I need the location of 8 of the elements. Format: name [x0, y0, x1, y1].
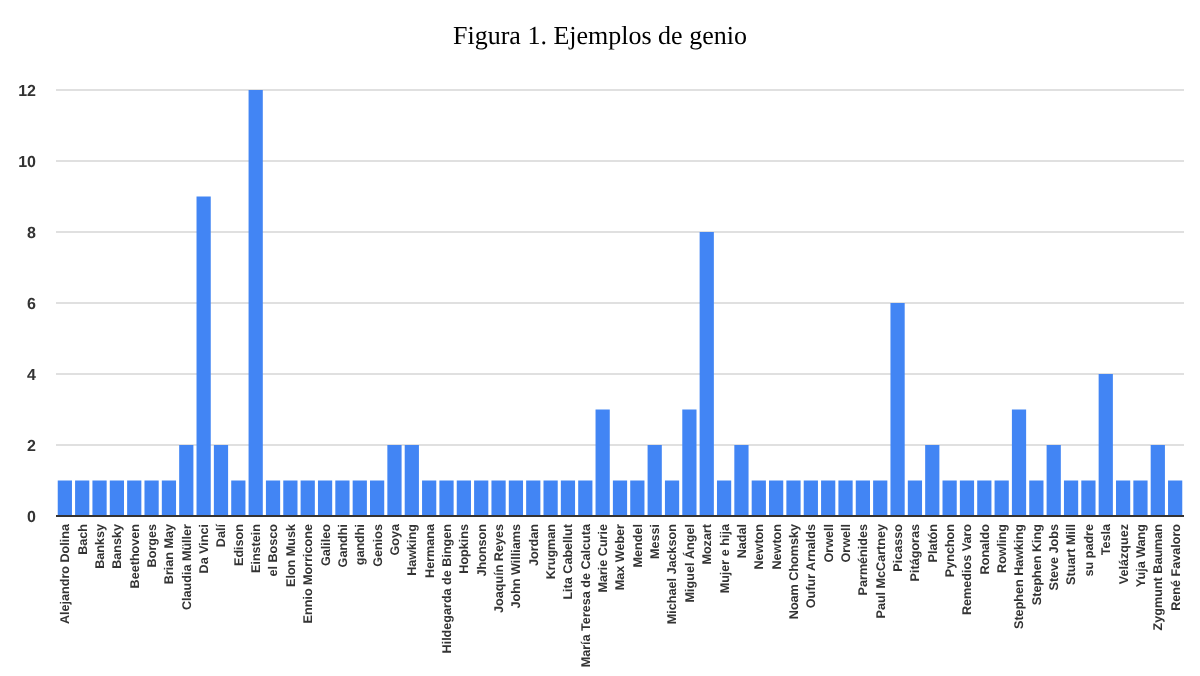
- chart-title: Figura 1. Ejemplos de genio: [453, 20, 747, 50]
- y-tick-label: 0: [27, 507, 38, 526]
- y-tick-label: 2: [27, 436, 38, 455]
- y-tick-label: 4: [27, 365, 38, 384]
- y-tick-label: 12: [18, 81, 38, 100]
- y-tick-label: 6: [27, 294, 38, 313]
- y-tick-label: 8: [27, 223, 38, 242]
- y-tick-label: 10: [18, 152, 38, 171]
